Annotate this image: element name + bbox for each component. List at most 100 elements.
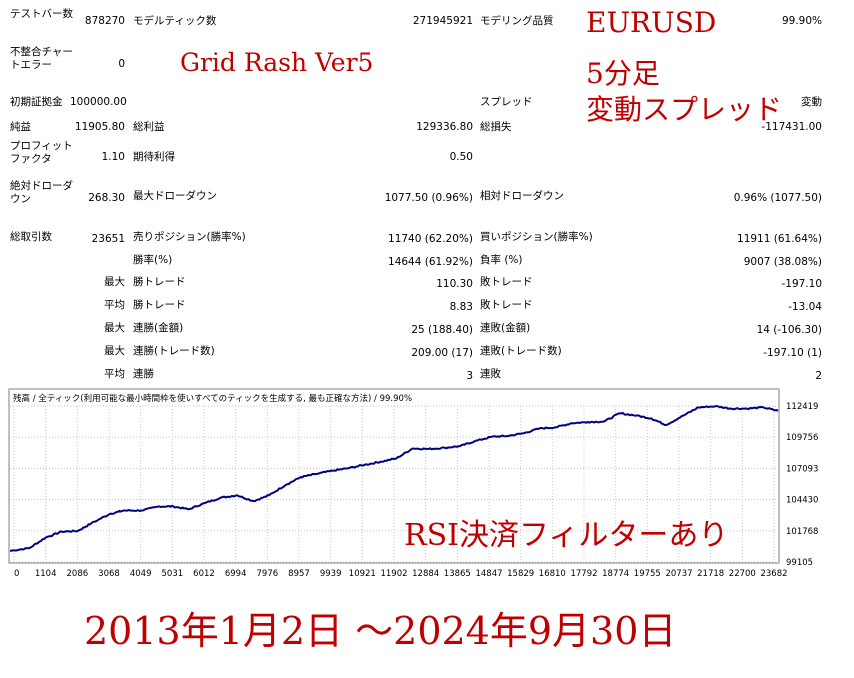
x-tick-label: 20737 [665,569,692,578]
spread-label: スプレッド [480,96,533,108]
max-dd-value: 1077.50 (0.96%) [384,192,473,204]
abs-dd-value: 268.30 [88,192,125,204]
bars-label: テストバー数 [10,8,73,20]
x-tick-label: 9939 [320,569,342,578]
max-label-1: 最大 [104,276,125,288]
rel-dd-value: 0.96% (1077.50) [733,192,822,204]
gross-loss-label: 総損失 [480,121,512,133]
expected-payoff-value: 0.50 [449,151,473,163]
timeframe-label: 5分足 [586,57,660,90]
x-tick-label: 6012 [193,569,215,578]
total-trades-value: 23651 [91,233,125,245]
x-tick-label: 1104 [35,569,57,578]
profit-factor-label: プロフィットファクタ [10,140,73,165]
y-tick-label: 107093 [786,464,818,474]
initial-deposit-value: 100000.00 [70,96,127,108]
max-consec-wins-label: 連勝(金額) [133,322,184,334]
x-tick-label: 17792 [570,569,597,578]
quality-value: 99.90% [781,15,822,27]
mismatch-value: 0 [118,58,125,70]
largest-win-value: 110.30 [436,278,473,290]
max-label-2: 最大 [104,322,125,334]
filter-note: RSI決済フィルターあり [404,518,729,553]
short-value: 11740 (62.20%) [388,233,473,245]
short-label: 売りポジション(勝率%) [133,231,246,243]
x-tick-label: 22700 [729,569,756,578]
x-tick-label: 8957 [288,569,310,578]
max-consec-profit-value: 209.00 (17) [411,347,473,359]
avg-loss-label: 敗トレード [480,299,533,311]
x-tick-label: 5031 [162,569,184,578]
rel-dd-label: 相対ドローダウン [480,190,564,202]
symbol-label: EURUSD [586,6,717,39]
loss-pct-label: 負率 (%) [480,254,523,266]
x-tick-label: 19755 [634,569,661,578]
balance-chart: 残高 / 全ティック(利用可能な最小時間枠を使いすべてのティックを生成する, 最… [8,388,832,579]
win-pct-label: 勝率(%) [133,254,173,266]
max-consec-losses-value: 14 (-106.30) [756,324,822,336]
ticks-value: 271945921 [412,15,473,27]
max-consec-loss-value: -197.10 (1) [763,347,822,359]
x-tick-label: 13865 [444,569,471,578]
x-tick-label: 12884 [412,569,439,578]
largest-loss-value: -197.10 [781,278,822,290]
loss-pct-value: 9007 (38.08%) [743,256,822,268]
y-tick-label: 101768 [786,527,818,537]
abs-dd-label: 絶対ドローダウン [10,180,73,205]
avg-loss-value: -13.04 [788,301,822,313]
net-profit-label: 純益 [10,121,31,133]
max-consec-wins-value: 25 (188.40) [411,324,473,336]
net-profit-value: 11905.80 [74,121,125,133]
y-tick-label: 99105 [786,558,813,568]
x-tick-label: 10921 [349,569,376,578]
balance-line [9,405,779,552]
initial-deposit-label: 初期証拠金 [10,96,63,108]
ea-name: Grid Rash Ver5 [180,48,374,77]
x-tick-label: 6994 [225,569,247,578]
quality-label: モデリング品質 [480,15,554,27]
gross-loss-value: -117431.00 [761,121,822,133]
ticks-label: モデルティック数 [133,15,217,27]
gross-profit-label: 総利益 [133,121,165,133]
profit-factor-value: 1.10 [101,151,125,163]
max-consec-loss-label: 連敗(トレード数) [480,345,562,357]
avg-consec-wins-value: 3 [466,370,473,382]
mismatch-label: 不整合チャートエラー [10,46,73,71]
long-value: 11911 (61.64%) [737,233,822,245]
period-label: 2013年1月2日 ～2024年9月30日 [84,609,677,653]
y-tick-label: 109756 [786,433,818,443]
expected-payoff-label: 期待利得 [133,151,175,163]
x-tick-label: 11902 [380,569,407,578]
long-label: 買いポジション(勝率%) [480,231,593,243]
x-tick-label: 18774 [602,569,629,578]
y-tick-label: 112419 [786,402,818,412]
x-tick-label: 4049 [130,569,152,578]
avg-win-value: 8.83 [449,301,473,313]
max-consec-losses-label: 連敗(金額) [480,322,531,334]
largest-win-label: 勝トレード [133,276,186,288]
x-tick-label: 21718 [697,569,724,578]
win-pct-value: 14644 (61.92%) [388,256,473,268]
gross-profit-value: 129336.80 [416,121,473,133]
x-tick-label: 16810 [539,569,566,578]
avg-consec-wins-label: 連勝 [133,368,154,380]
spread-value: 変動 [801,96,822,108]
max-consec-profit-label: 連勝(トレード数) [133,345,215,357]
y-tick-label: 104430 [786,496,818,506]
total-trades-label: 総取引数 [10,231,52,243]
x-tick-label: 3068 [98,569,120,578]
avg-win-label: 勝トレード [133,299,186,311]
avg-label-1: 平均 [104,299,125,311]
spread-note: 変動スプレッド [586,93,783,126]
bars-value: 878270 [84,15,125,27]
x-tick-label: 0 [14,569,19,578]
avg-consec-losses-label: 連敗 [480,368,501,380]
x-tick-label: 15829 [507,569,534,578]
balance-chart-svg: 残高 / 全ティック(利用可能な最小時間枠を使いすべてのティックを生成する, 最… [8,388,818,579]
x-tick-label: 2086 [67,569,89,578]
chart-title: 残高 / 全ティック(利用可能な最小時間枠を使いすべてのティックを生成する, 最… [13,393,412,404]
largest-loss-label: 敗トレード [480,276,533,288]
x-tick-label: 14847 [475,569,502,578]
x-tick-label: 7976 [257,569,279,578]
x-tick-label: 23682 [760,569,787,578]
